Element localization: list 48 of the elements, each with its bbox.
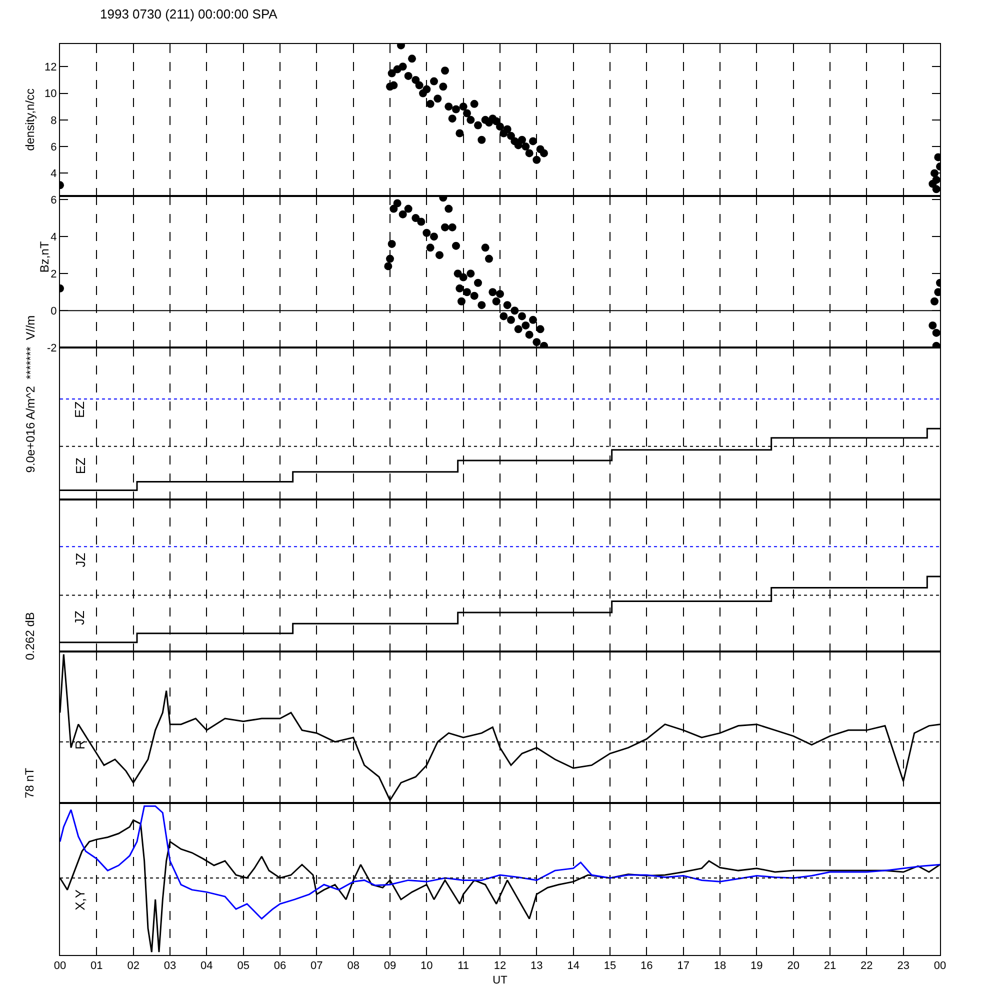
y-tick-label: 10	[44, 88, 57, 100]
x-tick-label: 23	[897, 960, 910, 972]
x-tick-label: 03	[164, 960, 176, 972]
y-tick-label: 6	[50, 194, 57, 206]
x-tick-label: 20	[787, 960, 800, 972]
x-tick-label: 07	[310, 960, 323, 972]
x-tick-label: 17	[677, 960, 690, 972]
y-tick-label: 8	[50, 114, 57, 127]
x-tick-label: 09	[384, 960, 396, 972]
chart-title: 1993 0730 (211) 00:00:00 SPA	[100, 6, 278, 22]
y-tick-label: 2	[50, 268, 57, 280]
x-tick-label: 08	[347, 960, 360, 972]
annotation: X,Y	[72, 889, 88, 910]
y-tick-label: 6	[50, 141, 57, 154]
x-tick-label: 12	[494, 960, 506, 972]
x-tick-label: 02	[127, 960, 140, 972]
x-tick-label: 05	[237, 960, 250, 972]
y-tick-label: 12	[44, 61, 57, 74]
annotation: EZ	[72, 457, 88, 474]
y-tick-label: 4	[50, 168, 57, 180]
x-tick-label: 04	[200, 960, 213, 972]
x-tick-label: 21	[824, 960, 836, 972]
y-axis-title: Bz,nT	[37, 240, 52, 273]
x-tick-label: 14	[567, 960, 580, 972]
x-tick-label: 10	[420, 960, 433, 972]
x-tick-label: 00	[54, 960, 66, 972]
annotation: JZ	[72, 610, 88, 625]
annotation: R	[72, 740, 88, 750]
x-tick-label: 13	[530, 960, 543, 972]
y-axis-title: 9.0e+016 A/m^2 ******* V//m	[23, 315, 38, 473]
x-tick-label: 06	[274, 960, 286, 972]
x-axis-title: UT	[492, 974, 508, 986]
x-tick-label: 00	[934, 960, 946, 972]
y-axis-title: density,n/cc	[23, 88, 38, 151]
text: JZ	[72, 552, 88, 568]
x-tick-label: 15	[604, 960, 616, 972]
x-tick-label: 01	[90, 960, 103, 972]
x-tick-label: 19	[750, 960, 763, 972]
y-axis-title: 78 nT	[22, 767, 37, 798]
y-tick-label: -2	[47, 342, 57, 355]
text: EZ	[72, 401, 88, 418]
y-tick-label: 4	[50, 231, 57, 244]
x-tick-label: 18	[714, 960, 726, 972]
y-tick-label: 0	[50, 305, 57, 318]
x-tick-label: 16	[640, 960, 653, 972]
x-tick-label: 22	[860, 960, 873, 972]
x-tick-label: 11	[458, 960, 470, 972]
y-axis-title: 0.262 dB	[22, 612, 37, 660]
